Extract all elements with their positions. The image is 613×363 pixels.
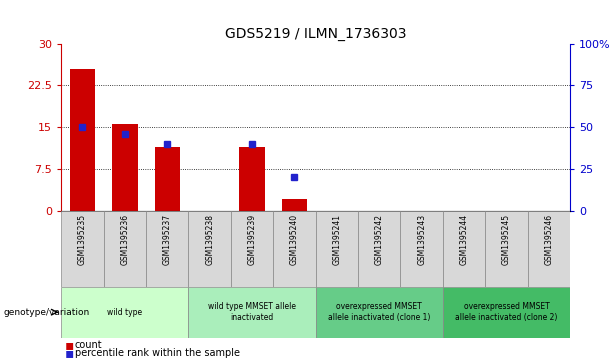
Text: GSM1395235: GSM1395235 [78, 214, 87, 265]
Bar [316, 211, 358, 287]
Text: GSM1395238: GSM1395238 [205, 214, 214, 265]
Bar [358, 211, 400, 287]
Text: GSM1395241: GSM1395241 [332, 214, 341, 265]
Bar [443, 211, 485, 287]
Bar [189, 287, 316, 338]
Bar [443, 287, 570, 338]
Text: GSM1395246: GSM1395246 [544, 214, 554, 265]
Text: ▪: ▪ [64, 338, 74, 352]
Bar [239, 147, 265, 211]
Text: GSM1395240: GSM1395240 [290, 214, 299, 265]
Title: GDS5219 / ILMN_1736303: GDS5219 / ILMN_1736303 [225, 27, 406, 41]
Text: overexpressed MMSET
allele inactivated (clone 2): overexpressed MMSET allele inactivated (… [455, 302, 558, 322]
Text: GSM1395239: GSM1395239 [248, 214, 257, 265]
Text: ▪: ▪ [64, 346, 74, 360]
Text: GSM1395245: GSM1395245 [502, 214, 511, 265]
Bar [528, 211, 570, 287]
Text: GSM1395236: GSM1395236 [120, 214, 129, 265]
Text: count: count [75, 340, 102, 350]
Text: GSM1395244: GSM1395244 [460, 214, 468, 265]
Bar [485, 211, 528, 287]
Bar [70, 69, 95, 211]
Bar [146, 211, 189, 287]
Text: percentile rank within the sample: percentile rank within the sample [75, 348, 240, 358]
Bar [316, 287, 443, 338]
Bar [282, 199, 307, 211]
Bar [273, 211, 316, 287]
Bar [189, 211, 231, 287]
Text: wild type: wild type [107, 308, 142, 317]
Bar [400, 211, 443, 287]
Text: wild type MMSET allele
inactivated: wild type MMSET allele inactivated [208, 302, 296, 322]
Text: GSM1395242: GSM1395242 [375, 214, 384, 265]
Text: GSM1395237: GSM1395237 [163, 214, 172, 265]
Bar [61, 211, 104, 287]
Bar [61, 287, 189, 338]
Text: overexpressed MMSET
allele inactivated (clone 1): overexpressed MMSET allele inactivated (… [328, 302, 430, 322]
Bar [231, 211, 273, 287]
Text: genotype/variation: genotype/variation [3, 308, 89, 317]
Text: GSM1395243: GSM1395243 [417, 214, 426, 265]
Bar [154, 147, 180, 211]
Bar [112, 124, 137, 211]
Bar [104, 211, 146, 287]
